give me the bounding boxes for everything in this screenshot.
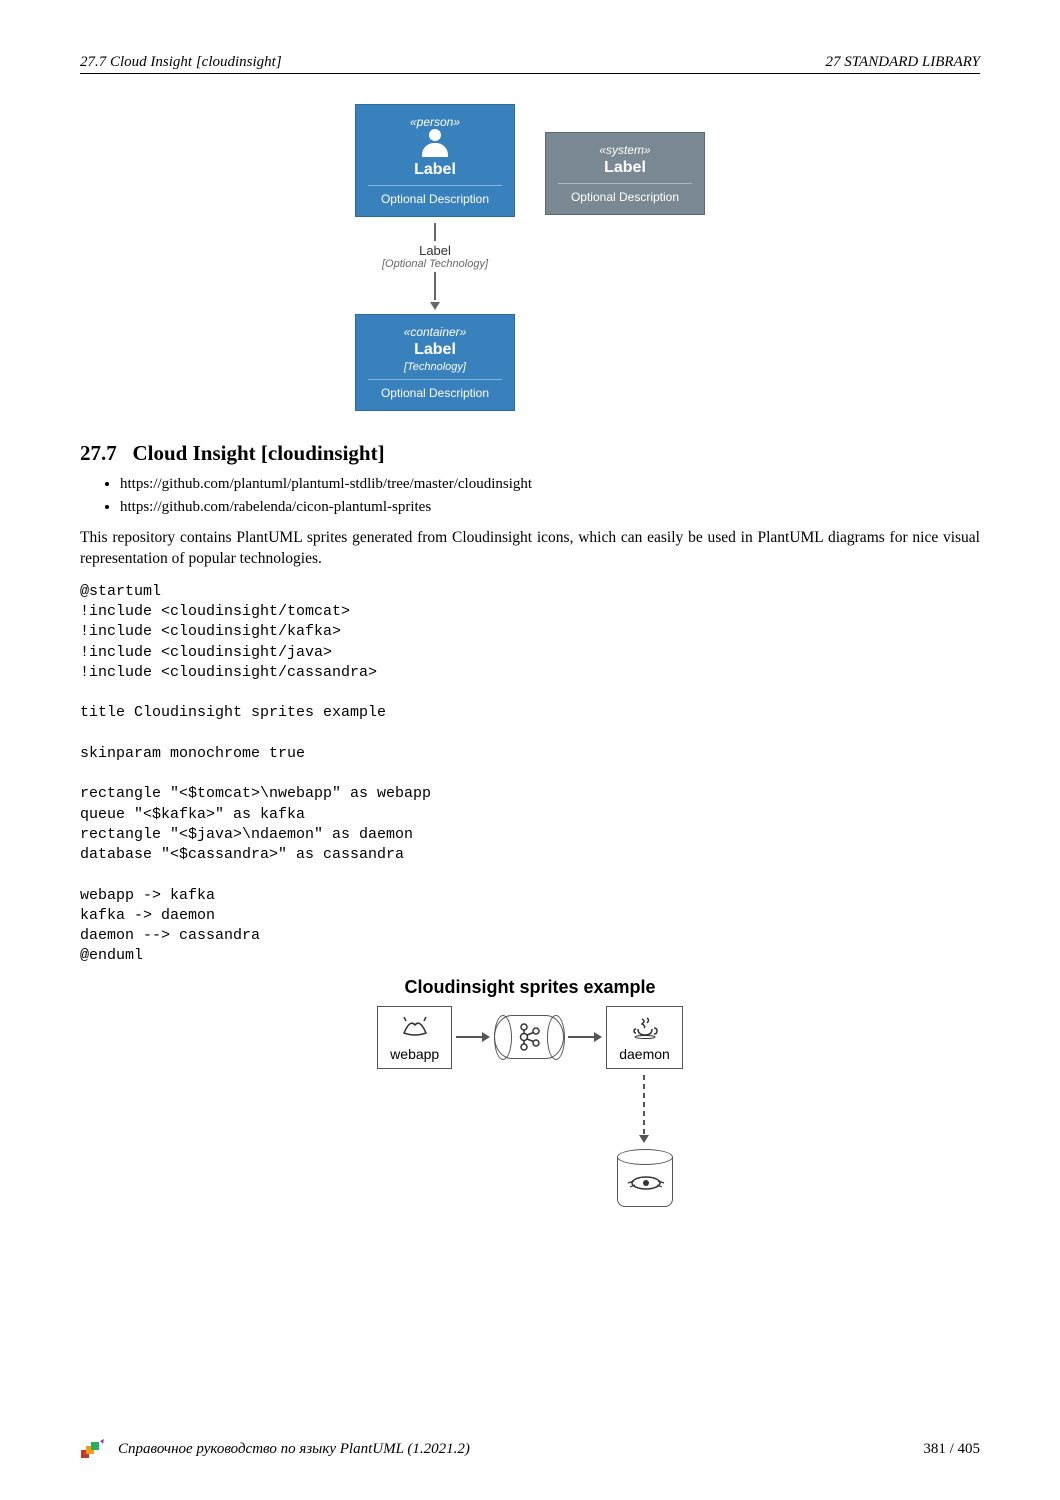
container-label: Label <box>368 341 502 359</box>
daemon-label: daemon <box>619 1046 670 1062</box>
header-left: 27.7 Cloud Insight [cloudinsight] <box>80 54 282 71</box>
container-desc: Optional Description <box>368 386 502 400</box>
section-number: 27.7 <box>80 441 117 465</box>
system-stereo: «system» <box>558 143 692 157</box>
kafka-queue <box>494 1015 564 1059</box>
code-block: @startuml !include <cloudinsight/tomcat>… <box>80 582 980 967</box>
tomcat-icon <box>400 1015 430 1039</box>
footer-text: Справочное руководство по языку PlantUML… <box>118 1441 470 1458</box>
person-desc: Optional Description <box>368 192 502 206</box>
system-label: Label <box>558 159 692 177</box>
cassandra-db <box>615 1149 675 1207</box>
person-stereo: «person» <box>368 115 502 129</box>
person-icon <box>420 129 450 159</box>
header-right: 27 STANDARD LIBRARY <box>826 54 980 71</box>
person-label: Label <box>368 161 502 179</box>
container-stereo: «container» <box>368 325 502 339</box>
link-item[interactable]: https://github.com/rabelenda/cicon-plant… <box>120 499 980 516</box>
section-title: Cloud Insight [cloudinsight] <box>133 441 385 465</box>
rel-label: Label <box>382 243 488 258</box>
container-tech: [Technology] <box>368 361 502 373</box>
link-item[interactable]: https://github.com/plantuml/plantuml-std… <box>120 476 980 493</box>
c4-diagram: «person» Label Optional Description Labe… <box>80 104 980 411</box>
c4-container-box: «container» Label [Technology] Optional … <box>355 314 515 411</box>
plantuml-logo-icon <box>80 1438 108 1460</box>
page-header: 27.7 Cloud Insight [cloudinsight] 27 STA… <box>80 54 980 74</box>
page-footer: Справочное руководство по языку PlantUML… <box>80 1438 980 1460</box>
c4-person-box: «person» Label Optional Description <box>355 104 515 217</box>
relation-arrow: Label [Optional Technology] <box>382 221 488 310</box>
page-number: 381 / 405 <box>923 1441 980 1458</box>
section-heading: 27.7 Cloud Insight [cloudinsight] <box>80 441 980 466</box>
arrow-icon <box>456 1032 490 1042</box>
c4-system-box: «system» Label Optional Description <box>545 132 705 215</box>
links-list: https://github.com/plantuml/plantuml-std… <box>120 476 980 516</box>
java-icon <box>630 1015 660 1039</box>
sprites-diagram: Cloudinsight sprites example webapp <box>80 977 980 1207</box>
system-desc: Optional Description <box>558 190 692 204</box>
rel-tech: [Optional Technology] <box>382 258 488 270</box>
webapp-box: webapp <box>377 1006 452 1069</box>
webapp-label: webapp <box>390 1046 439 1062</box>
arrow-icon <box>639 1075 649 1143</box>
arrow-icon <box>568 1032 602 1042</box>
cassandra-icon <box>620 1171 672 1201</box>
kafka-icon <box>516 1022 542 1052</box>
daemon-box: daemon <box>606 1006 683 1069</box>
diagram2-title: Cloudinsight sprites example <box>404 977 655 998</box>
section-paragraph: This repository contains PlantUML sprite… <box>80 528 980 570</box>
